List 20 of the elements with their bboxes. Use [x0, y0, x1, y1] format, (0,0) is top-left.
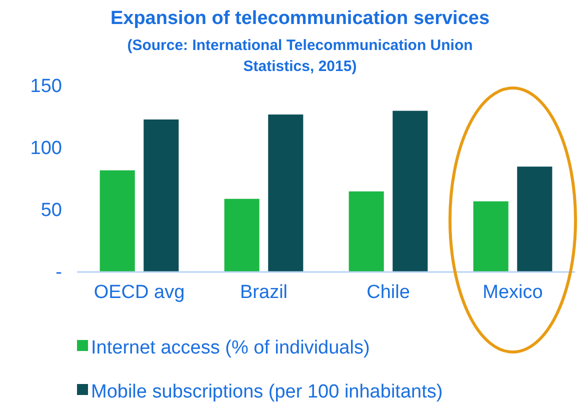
y-tick-label: -	[56, 262, 62, 284]
chart-subtitle: (Source: International Telecommunication Union Statistics, 2015)	[127, 37, 473, 75]
legend-label: Internet access (% of individuals)	[91, 338, 370, 359]
bar	[392, 110, 428, 272]
bar	[473, 201, 508, 272]
x-tick-label: Chile	[366, 282, 410, 303]
bar	[144, 119, 179, 272]
y-tick-label: 150	[30, 76, 62, 98]
x-tick-label: Mexico	[482, 282, 543, 303]
chart-title: Expansion of telecommunication services	[110, 8, 490, 29]
bar	[268, 114, 304, 272]
x-tick-label: Brazil	[240, 282, 288, 303]
bar	[348, 191, 384, 272]
bar	[224, 198, 260, 272]
y-tick-label: 100	[30, 138, 62, 160]
legend-label: Mobile subscriptions (per 100 inhabitants)	[91, 382, 443, 403]
bar	[100, 170, 135, 272]
x-tick-label: OECD avg	[94, 282, 185, 303]
bar	[517, 166, 552, 272]
y-tick-label: 50	[40, 200, 62, 222]
